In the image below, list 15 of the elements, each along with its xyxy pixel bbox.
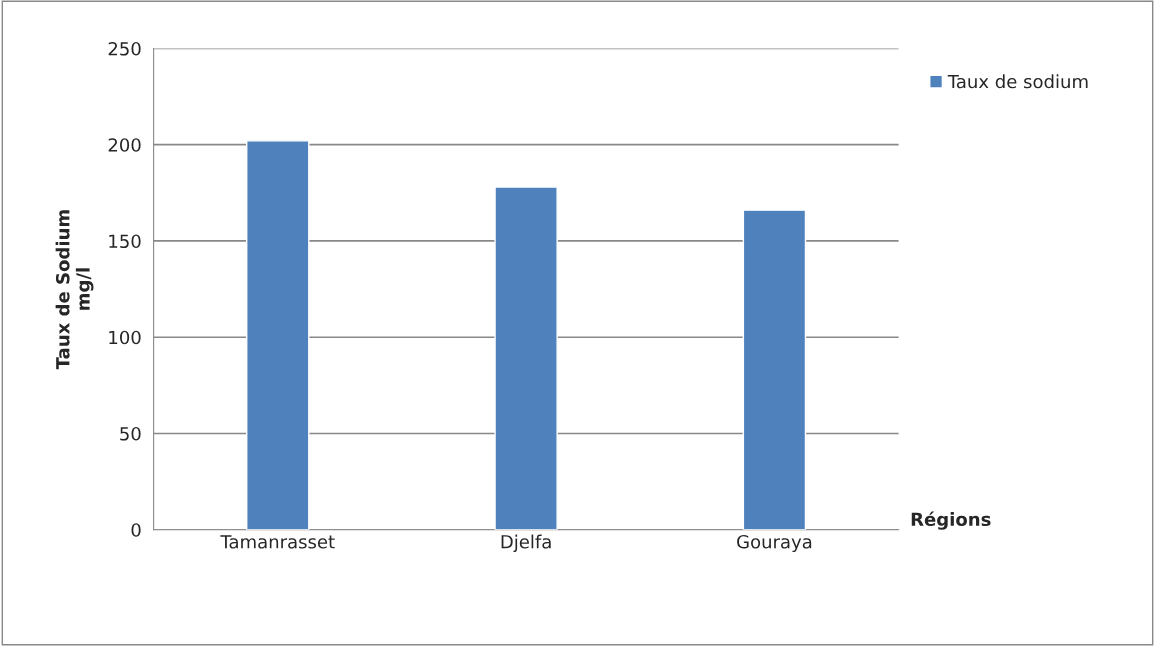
x-tick-label: Djelfa: [501, 534, 551, 553]
x-axis-title: Régions: [911, 511, 991, 530]
x-tick-label: Gouraya: [737, 534, 812, 553]
bar: [742, 209, 807, 530]
y-tick-label: 0: [131, 523, 141, 537]
y-tick-label: 50: [120, 426, 141, 441]
bar: [494, 186, 558, 530]
y-tick-label: 100: [109, 330, 141, 345]
x-tick-label: Tamanrasset: [220, 535, 335, 549]
y-tick-label: 250: [108, 41, 141, 56]
legend-label: Taux de sodium: [947, 74, 1088, 89]
bar: [246, 140, 310, 530]
y-tick-label: 200: [108, 138, 141, 152]
y-axis-title: Taux de Sodium mg/l: [55, 210, 94, 370]
y-tick-label: 150: [109, 234, 141, 249]
